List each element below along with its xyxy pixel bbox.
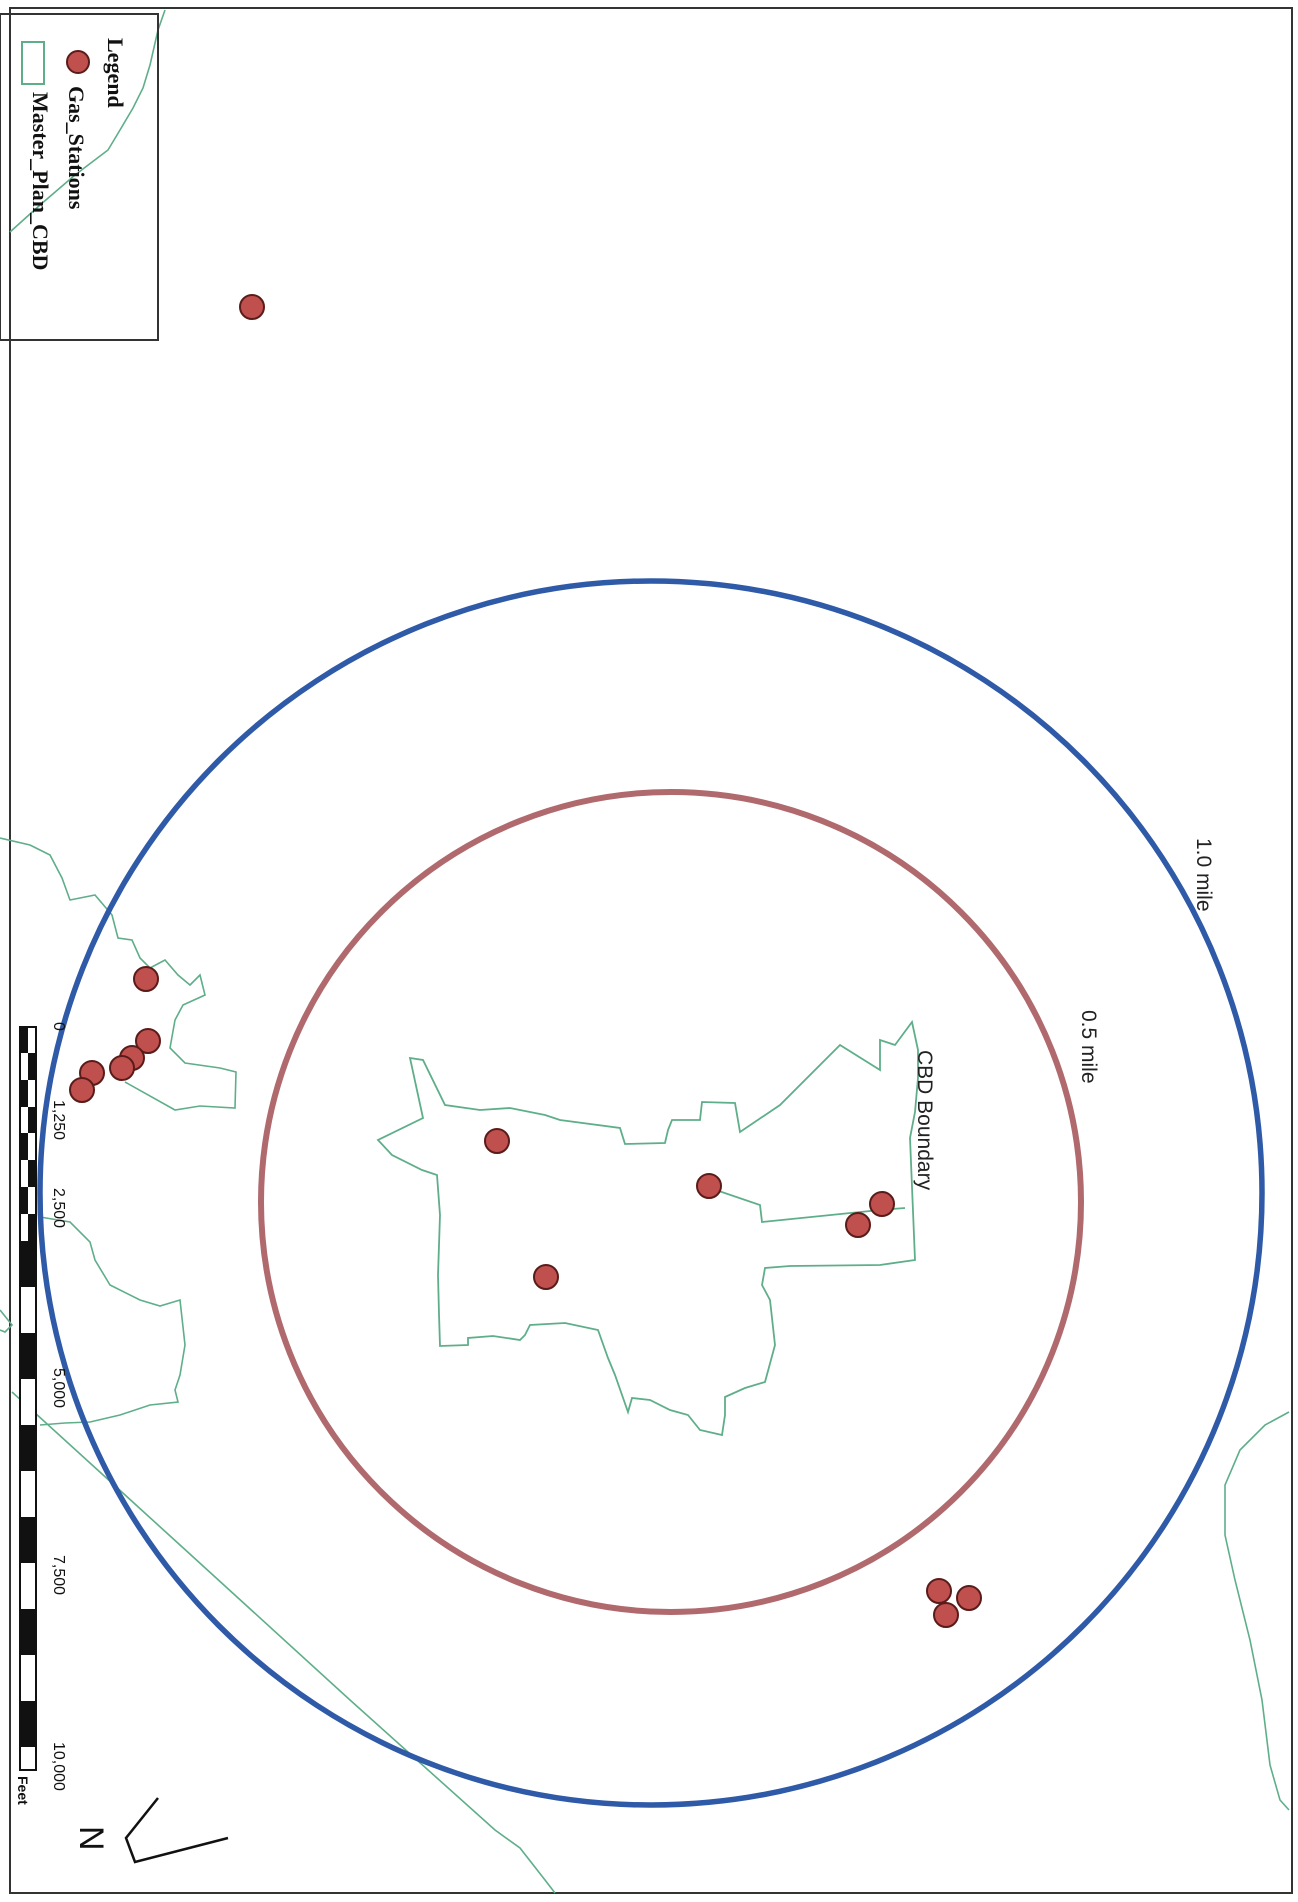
scale-bar-segment <box>20 1080 28 1107</box>
scale-bar-segment <box>28 1214 36 1241</box>
gas-station-marker[interactable] <box>696 1173 722 1199</box>
scale-tick-0: 0 <box>50 1022 67 1031</box>
legend-gas-station-symbol <box>66 50 90 74</box>
cbd-boundary-polygon <box>376 1019 919 1437</box>
gas-station-marker[interactable] <box>484 1128 510 1154</box>
legend-cbd-symbol <box>21 41 45 85</box>
gas-station-marker[interactable] <box>133 966 159 992</box>
north-arrow: N <box>72 1797 229 1864</box>
boundary-line-right <box>1224 1411 1290 1811</box>
buffer-ring-half-mile <box>258 789 1084 1615</box>
label-half-mile: 0.5 mile <box>1077 1010 1100 1084</box>
gas-station-marker[interactable] <box>135 1028 161 1054</box>
scale-bar-segment <box>28 1053 36 1080</box>
scale-bar-segment <box>20 1425 36 1471</box>
scale-tick-2500: 2,500 <box>50 1188 67 1228</box>
scale-bar-segment <box>20 1027 28 1053</box>
legend-title: Legend <box>103 38 128 108</box>
legend: Legend Gas_Stations Master_Plan_CBD <box>0 13 159 341</box>
boundary-line-top-left <box>9 9 166 233</box>
label-cbd-boundary: CBD Boundary <box>913 1050 936 1191</box>
label-1-mile: 1.0 mile <box>1192 838 1215 912</box>
legend-item-gas-stations: Gas_Stations <box>64 86 89 210</box>
scale-bar-segment <box>20 1241 36 1287</box>
scale-bar-segment <box>20 1609 36 1655</box>
scale-bar-segment <box>20 1133 28 1160</box>
buffer-ring-1-mile <box>37 578 1265 1808</box>
north-arrow-label: N <box>72 1826 110 1851</box>
boundary-line-upper-left <box>0 837 237 1111</box>
gas-station-marker[interactable] <box>845 1212 871 1238</box>
scale-bar: 0 1,250 2,500 5,000 7,500 10,000 Feet <box>15 1022 67 1805</box>
gas-stations <box>69 294 982 1628</box>
scale-tick-7500: 7,500 <box>50 1555 67 1595</box>
scale-bar-segment <box>20 1701 36 1747</box>
scale-tick-10000: 10,000 <box>50 1742 67 1791</box>
scale-bar-segment <box>28 1160 36 1187</box>
boundary-line-lower-left <box>39 1216 186 1426</box>
gas-station-marker[interactable] <box>69 1077 95 1103</box>
gas-station-marker[interactable] <box>869 1191 895 1217</box>
gas-station-marker[interactable] <box>926 1578 952 1604</box>
scale-bar-segment <box>28 1107 36 1133</box>
legend-item-master-plan-cbd: Master_Plan_CBD <box>28 92 53 270</box>
map-frame <box>9 7 1293 1894</box>
background-boundaries <box>0 9 1290 1894</box>
scale-tick-5000: 5,000 <box>50 1368 67 1408</box>
gas-station-marker[interactable] <box>239 294 265 320</box>
scale-bar-segment <box>20 1517 36 1563</box>
scale-tick-1250: 1,250 <box>50 1100 67 1140</box>
gas-station-marker[interactable] <box>956 1585 982 1611</box>
boundary-line-diagonal <box>11 1391 556 1894</box>
gas-station-marker[interactable] <box>933 1602 959 1628</box>
scale-bar-segment <box>20 1333 36 1379</box>
gas-station-marker[interactable] <box>109 1055 135 1081</box>
gas-station-marker[interactable] <box>533 1264 559 1290</box>
boundary-line-left-notch <box>0 1309 14 1333</box>
north-arrow-icon <box>124 1797 229 1864</box>
legend-box <box>0 13 159 341</box>
scale-bar-segment <box>20 1187 28 1214</box>
scale-unit-label: Feet <box>15 1776 31 1805</box>
